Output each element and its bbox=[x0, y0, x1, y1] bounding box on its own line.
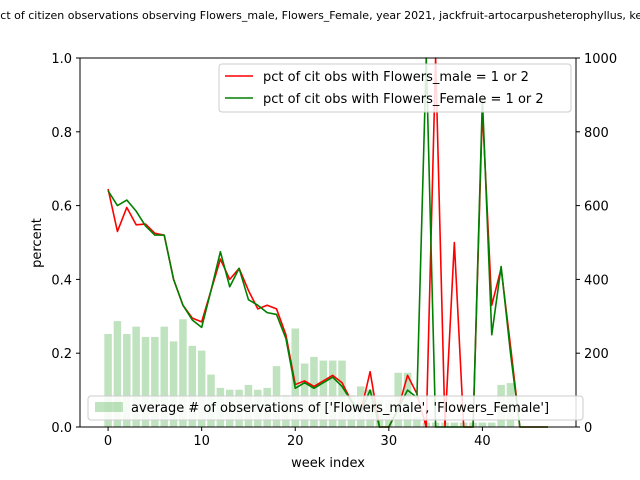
bar bbox=[160, 326, 168, 427]
y2-tick-label: 200 bbox=[584, 347, 609, 362]
bar bbox=[132, 326, 140, 427]
y2-tick-label: 600 bbox=[584, 200, 609, 215]
bar bbox=[151, 336, 159, 427]
bar bbox=[338, 360, 346, 427]
y2-tick-label: 800 bbox=[584, 126, 609, 141]
x-tick-label: 0 bbox=[104, 434, 112, 449]
y-axis-right: 0 200 400 600 800 1000 bbox=[576, 52, 617, 436]
bar bbox=[478, 422, 487, 427]
y-tick-label: 0.0 bbox=[51, 421, 72, 436]
bar bbox=[141, 336, 150, 427]
line-series bbox=[107, 57, 548, 428]
bar bbox=[413, 416, 421, 427]
bar bbox=[319, 360, 328, 427]
bar-legend-box bbox=[87, 395, 584, 421]
chart-title: pct of citizen observations observing Fl… bbox=[0, 9, 640, 22]
y-tick-label: 1.0 bbox=[51, 52, 72, 67]
line-legend-box bbox=[218, 63, 572, 113]
legend-swatch-bars bbox=[95, 402, 123, 412]
bar bbox=[291, 328, 299, 427]
x-tick-label: 10 bbox=[193, 434, 210, 449]
bar bbox=[450, 422, 459, 427]
plot-frame bbox=[79, 57, 577, 428]
bar bbox=[104, 334, 112, 427]
y2-tick-label: 400 bbox=[584, 273, 609, 288]
y-tick-label: 0.4 bbox=[51, 273, 72, 288]
bar bbox=[310, 356, 318, 427]
legend-label-bars: average # of observations of ['Flowers_m… bbox=[131, 401, 549, 416]
legend-label-female: pct of cit obs with Flowers_Female = 1 o… bbox=[263, 92, 544, 107]
y2-tick-label: 0 bbox=[584, 421, 592, 436]
bar bbox=[328, 360, 337, 427]
y-tick-label: 0.6 bbox=[51, 200, 72, 215]
bar bbox=[113, 321, 122, 427]
bar bbox=[179, 319, 187, 427]
x-tick-label: 20 bbox=[287, 434, 304, 449]
y-tick-label: 0.8 bbox=[51, 126, 72, 141]
bar bbox=[188, 345, 197, 427]
bar bbox=[197, 350, 206, 427]
y-axis-left: 0.0 0.2 0.4 0.6 0.8 1.0 bbox=[51, 52, 80, 436]
y-axis-label: percent bbox=[30, 218, 45, 268]
bar bbox=[169, 341, 178, 427]
bar-legend: average # of observations of ['Flowers_m… bbox=[87, 395, 584, 421]
x-axis: 0 10 20 30 40 bbox=[104, 427, 491, 449]
y2-tick-label: 1000 bbox=[584, 52, 617, 67]
legend-label-male: pct of cit obs with Flowers_male = 1 or … bbox=[263, 70, 529, 85]
x-tick-label: 30 bbox=[381, 434, 398, 449]
bar bbox=[300, 363, 309, 427]
y-tick-label: 0.2 bbox=[51, 347, 72, 362]
series-line-1 bbox=[107, 57, 548, 428]
bar bbox=[123, 334, 131, 427]
bar bbox=[488, 422, 496, 427]
x-axis-label: week index bbox=[291, 456, 365, 471]
x-tick-label: 40 bbox=[474, 434, 491, 449]
line-legend: pct of cit obs with Flowers_male = 1 or … bbox=[218, 63, 572, 113]
